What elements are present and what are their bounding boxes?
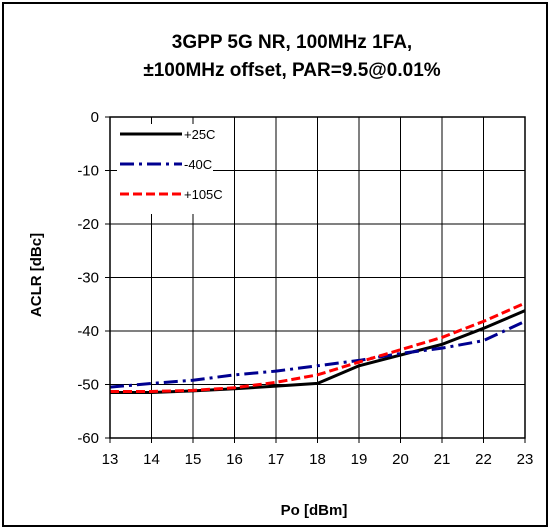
chart-frame: 13 14 15 16 17 18 19 20 21 22 23 0 -10 -20 -30 -40 -50 -6… (2, 2, 548, 527)
x-tick-label: 17 (268, 451, 285, 468)
y-tick-label: -30 (77, 270, 99, 287)
legend: +25C -40C +105C (117, 124, 223, 214)
y-tick-label: 0 (91, 109, 99, 126)
y-tick-label: -10 (77, 163, 99, 180)
y-axis-label: ACLR [dBc] (28, 233, 45, 317)
x-tick-label: 15 (185, 451, 202, 468)
series-line-3 (110, 301, 526, 393)
x-tick-label: 21 (434, 451, 451, 468)
legend-label-1: +25C (184, 127, 215, 142)
legend-background (117, 124, 213, 214)
aclr-chart: 13 14 15 16 17 18 19 20 21 22 23 0 -10 -20 -30 -40 -50 -6… (28, 32, 533, 519)
y-tick-label: -50 (77, 377, 99, 394)
series-line-2 (109, 320, 526, 389)
legend-label-3: +105C (184, 187, 223, 202)
x-tick-label: 19 (351, 451, 368, 468)
y-tick-label: -40 (77, 323, 99, 340)
x-tick-label: 18 (309, 451, 326, 468)
chart-title-line-1: 3GPP 5G NR, 100MHz 1FA, (172, 32, 412, 53)
x-tick-label: 16 (226, 451, 243, 468)
series-lines (109, 301, 526, 395)
x-tick-label: 23 (517, 451, 534, 468)
x-tick-label: 13 (102, 451, 119, 468)
x-tick-label: 22 (475, 451, 492, 468)
x-axis-label: Po [dBm] (281, 502, 348, 519)
x-tick-label: 14 (143, 451, 160, 468)
legend-label-2: -40C (184, 157, 212, 172)
y-tick-label: -60 (77, 430, 99, 447)
tick-labels: 13 14 15 16 17 18 19 20 21 22 23 0 -10 -20 -30 -40 -50 -6… (77, 109, 533, 468)
x-tick-label: 20 (392, 451, 409, 468)
chart-title-line-2: ±100MHz offset, PAR=9.5@0.01% (143, 60, 440, 81)
y-tick-label: -20 (77, 216, 99, 233)
